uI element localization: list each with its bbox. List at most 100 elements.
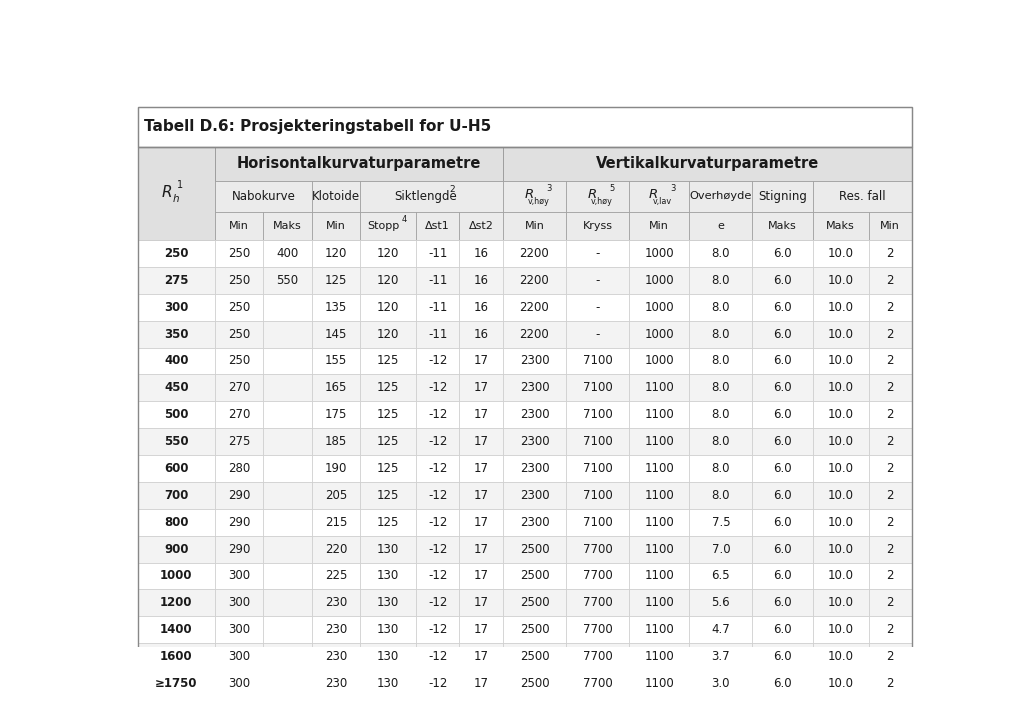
Text: 1100: 1100: [644, 409, 674, 421]
Bar: [460, 321, 503, 348]
Text: 7.5: 7.5: [712, 515, 730, 529]
Bar: [753, 348, 813, 374]
Bar: [460, 590, 503, 616]
Text: 300: 300: [228, 623, 250, 636]
Text: 125: 125: [377, 462, 399, 475]
Bar: [813, 181, 912, 212]
Text: 6.0: 6.0: [773, 569, 792, 582]
Bar: [566, 509, 629, 536]
Bar: [753, 563, 813, 590]
Bar: [868, 321, 912, 348]
Text: Overhøyde: Overhøyde: [690, 191, 752, 201]
Bar: [868, 294, 912, 321]
Bar: [753, 428, 813, 455]
Bar: [868, 482, 912, 509]
Text: 1600: 1600: [160, 650, 193, 663]
Bar: [360, 240, 416, 267]
Text: 8.0: 8.0: [712, 274, 730, 287]
Bar: [753, 536, 813, 563]
Bar: [137, 107, 912, 147]
Bar: [215, 240, 263, 267]
Text: 8.0: 8.0: [712, 462, 730, 475]
Text: 120: 120: [377, 247, 399, 260]
Text: -12: -12: [428, 435, 447, 448]
Bar: [416, 267, 460, 294]
Text: 155: 155: [325, 355, 347, 367]
Bar: [460, 482, 503, 509]
Bar: [566, 643, 629, 670]
Text: 17: 17: [474, 409, 488, 421]
Bar: [416, 482, 460, 509]
Text: 17: 17: [474, 677, 488, 690]
Text: 2: 2: [887, 435, 894, 448]
Bar: [215, 321, 263, 348]
Text: 120: 120: [377, 301, 399, 314]
Text: ≥1750: ≥1750: [155, 677, 198, 690]
Text: 3: 3: [670, 183, 675, 193]
Text: 6.0: 6.0: [773, 247, 792, 260]
Bar: [753, 240, 813, 267]
Bar: [360, 643, 416, 670]
Text: 6.0: 6.0: [773, 274, 792, 287]
Text: 8.0: 8.0: [712, 301, 730, 314]
Text: 450: 450: [164, 382, 188, 394]
Text: 230: 230: [325, 596, 347, 609]
Bar: [215, 374, 263, 401]
Text: 6.0: 6.0: [773, 489, 792, 502]
Bar: [629, 348, 689, 374]
Bar: [813, 616, 868, 643]
Bar: [566, 181, 629, 212]
Text: 2: 2: [887, 489, 894, 502]
Bar: [566, 590, 629, 616]
Text: -12: -12: [428, 515, 447, 529]
Bar: [813, 563, 868, 590]
Bar: [868, 455, 912, 482]
Text: -12: -12: [428, 462, 447, 475]
Bar: [416, 294, 460, 321]
Bar: [215, 482, 263, 509]
Bar: [460, 670, 503, 697]
Bar: [311, 509, 360, 536]
Bar: [868, 670, 912, 697]
Bar: [137, 147, 215, 240]
Text: 1100: 1100: [644, 542, 674, 555]
Text: 135: 135: [325, 301, 347, 314]
Text: 6.0: 6.0: [773, 382, 792, 394]
Bar: [360, 536, 416, 563]
Bar: [137, 107, 912, 147]
Bar: [460, 240, 503, 267]
Bar: [868, 536, 912, 563]
Text: -11: -11: [428, 301, 447, 314]
Text: 2500: 2500: [519, 650, 549, 663]
Text: h: h: [172, 194, 179, 204]
Text: e: e: [718, 221, 724, 231]
Bar: [215, 181, 311, 212]
Text: 4: 4: [401, 215, 407, 225]
Text: v,lav: v,lav: [652, 197, 672, 206]
Bar: [503, 181, 566, 212]
Bar: [689, 536, 753, 563]
Bar: [137, 267, 215, 294]
Text: -12: -12: [428, 569, 447, 582]
Bar: [753, 643, 813, 670]
Text: 2: 2: [887, 328, 894, 341]
Text: 800: 800: [164, 515, 188, 529]
Bar: [813, 348, 868, 374]
Bar: [215, 401, 263, 428]
Bar: [137, 455, 215, 482]
Bar: [813, 536, 868, 563]
Text: 1100: 1100: [644, 623, 674, 636]
Bar: [263, 212, 311, 240]
Bar: [689, 401, 753, 428]
Text: 275: 275: [228, 435, 251, 448]
Bar: [868, 590, 912, 616]
Text: 2500: 2500: [519, 596, 549, 609]
Text: Stigning: Stigning: [758, 190, 807, 203]
Bar: [503, 321, 566, 348]
Bar: [813, 482, 868, 509]
Text: 10.0: 10.0: [827, 677, 854, 690]
Bar: [629, 401, 689, 428]
Text: 300: 300: [228, 569, 250, 582]
Bar: [566, 616, 629, 643]
Text: 1100: 1100: [644, 596, 674, 609]
